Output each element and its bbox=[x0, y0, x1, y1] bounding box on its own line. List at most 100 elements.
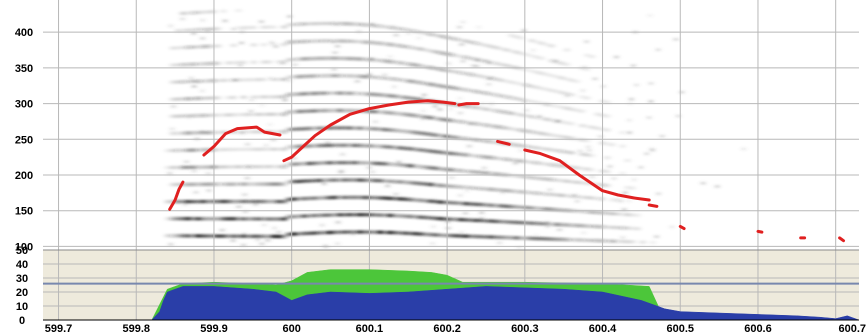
pitch-segment bbox=[647, 203, 659, 208]
harmonic-cell bbox=[245, 26, 252, 30]
harmonic-cell bbox=[189, 234, 197, 238]
noise-cell bbox=[648, 100, 653, 103]
noise-cell bbox=[236, 205, 241, 208]
noise-cell bbox=[200, 37, 205, 40]
harmonic-cell bbox=[336, 143, 343, 147]
harmonic-cell bbox=[194, 10, 202, 15]
harmonic-cell bbox=[604, 100, 611, 104]
harmonic-cell bbox=[356, 57, 364, 61]
noise-cell bbox=[336, 221, 341, 224]
harmonic-cell bbox=[341, 39, 348, 43]
harmonic-cell bbox=[583, 167, 591, 171]
harmonic-cell bbox=[321, 21, 328, 26]
harmonic-cell bbox=[604, 225, 611, 229]
harmonic-cell bbox=[518, 159, 525, 163]
harmonic-cell bbox=[538, 192, 545, 196]
harmonic-cell bbox=[594, 225, 601, 229]
harmonic-cell bbox=[280, 95, 288, 99]
harmonic-cell bbox=[538, 41, 545, 45]
harmonic-cell bbox=[184, 11, 192, 15]
noise-cell bbox=[322, 182, 327, 185]
harmonic-cell bbox=[331, 178, 338, 182]
harmonic-cell bbox=[336, 74, 343, 78]
harmonic-cell bbox=[316, 39, 323, 43]
harmonic-cell bbox=[442, 85, 449, 89]
harmonic-cell bbox=[543, 87, 550, 91]
noise-cell bbox=[242, 232, 247, 236]
harmonic-cell bbox=[225, 113, 232, 117]
harmonic-cell bbox=[513, 174, 520, 178]
harmonic-cell bbox=[568, 194, 576, 198]
harmonic-cell bbox=[184, 45, 192, 49]
noise-cell bbox=[459, 231, 464, 234]
harmonic-cell bbox=[194, 131, 202, 135]
harmonic-cell bbox=[189, 148, 197, 152]
harmonic-cell bbox=[452, 234, 460, 238]
harmonic-cell bbox=[538, 56, 545, 60]
harmonic-cell bbox=[649, 240, 657, 245]
harmonic-cell bbox=[629, 186, 636, 190]
harmonic-cell bbox=[215, 182, 222, 186]
harmonic-cell bbox=[402, 231, 409, 235]
harmonic-cell bbox=[205, 27, 212, 31]
harmonic-cell bbox=[280, 165, 288, 169]
harmonic-cell bbox=[447, 118, 454, 123]
noise-cell bbox=[355, 80, 360, 83]
harmonic-cell bbox=[523, 221, 530, 225]
harmonic-cell bbox=[184, 28, 192, 32]
harmonic-cell bbox=[462, 218, 470, 222]
harmonic-cell bbox=[265, 60, 273, 64]
harmonic-cell bbox=[422, 81, 429, 86]
harmonic-cell bbox=[250, 130, 257, 134]
harmonic-cell bbox=[568, 78, 576, 82]
harmonic-cell bbox=[230, 61, 237, 65]
noise-cell bbox=[476, 25, 481, 29]
harmonic-cell bbox=[174, 29, 182, 33]
harmonic-cell bbox=[275, 217, 283, 221]
harmonic-cell bbox=[472, 89, 480, 94]
harmonic-cell bbox=[301, 74, 308, 78]
harmonic-cell bbox=[583, 139, 591, 143]
harmonic-cell bbox=[437, 167, 444, 171]
harmonic-cell bbox=[215, 27, 222, 31]
harmonic-cell bbox=[220, 130, 227, 134]
harmonic-cell bbox=[604, 239, 611, 243]
noise-cell bbox=[334, 23, 339, 26]
harmonic-cell bbox=[270, 95, 278, 99]
harmonic-cell bbox=[432, 233, 439, 237]
noise-cell bbox=[471, 64, 476, 67]
y-tick-label-bottom: 0 bbox=[19, 315, 25, 327]
harmonic-cell bbox=[361, 57, 369, 61]
harmonic-cell bbox=[306, 39, 313, 43]
harmonic-cell bbox=[189, 131, 197, 135]
harmonic-cell bbox=[482, 155, 490, 159]
harmonic-cell bbox=[407, 130, 414, 134]
noise-cell bbox=[206, 172, 211, 175]
harmonic-cell bbox=[487, 219, 495, 223]
harmonic-cell bbox=[553, 89, 561, 94]
noise-cell bbox=[245, 143, 250, 146]
harmonic-cell bbox=[508, 236, 515, 240]
harmonic-cell bbox=[301, 127, 308, 131]
harmonic-cell bbox=[270, 199, 278, 204]
harmonic-cell bbox=[301, 57, 308, 61]
harmonic-cell bbox=[316, 109, 323, 113]
harmonic-cell bbox=[336, 230, 343, 234]
harmonic-cell bbox=[422, 132, 429, 136]
harmonic-cell bbox=[205, 10, 212, 14]
harmonic-cell bbox=[513, 220, 520, 224]
harmonic-cell bbox=[508, 189, 515, 193]
harmonic-cell bbox=[573, 223, 581, 228]
harmonic-cell bbox=[578, 224, 586, 228]
harmonic-cell bbox=[553, 163, 561, 167]
noise-cell bbox=[406, 32, 411, 35]
harmonic-cell bbox=[169, 217, 177, 221]
harmonic-cell bbox=[457, 218, 465, 222]
harmonic-cell bbox=[412, 29, 419, 33]
harmonic-cell bbox=[194, 28, 202, 32]
harmonic-cell bbox=[503, 126, 510, 130]
harmonic-cell bbox=[220, 182, 227, 186]
noise-cell bbox=[638, 166, 643, 169]
harmonic-cell bbox=[467, 56, 475, 60]
harmonic-cell bbox=[285, 75, 293, 79]
